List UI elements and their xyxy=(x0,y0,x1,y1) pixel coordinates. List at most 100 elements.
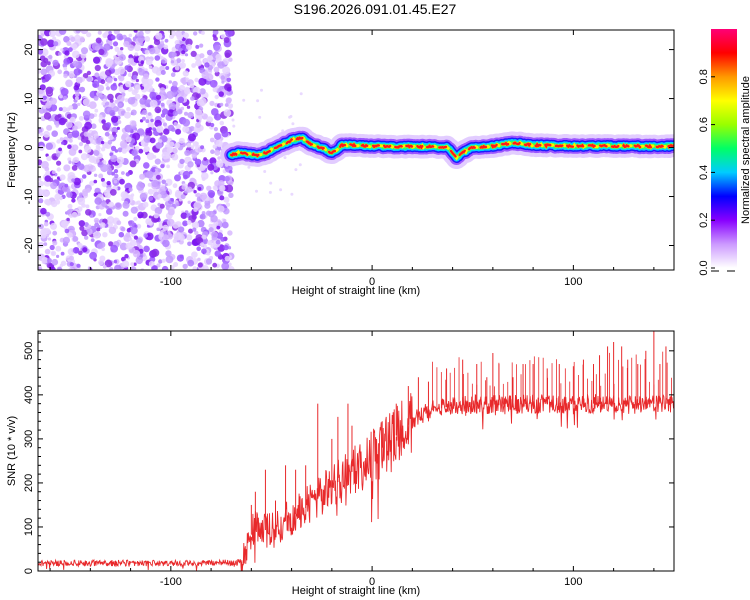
noise-dot xyxy=(185,38,193,46)
noise-dot xyxy=(58,52,62,56)
noise-dot xyxy=(114,264,122,270)
noise-dot xyxy=(172,80,178,87)
noise-dot xyxy=(56,254,60,258)
noise-dot xyxy=(216,232,223,239)
noise-dot xyxy=(148,260,155,267)
noise-dot xyxy=(114,99,119,104)
y-tick-label: -10 xyxy=(23,189,35,205)
noise-dot xyxy=(93,56,101,64)
noise-dot xyxy=(173,122,178,127)
noise-dot xyxy=(89,251,97,260)
noise-dot xyxy=(223,37,230,43)
noise-dot xyxy=(144,49,150,55)
noise-dot xyxy=(101,181,108,188)
noise-dot xyxy=(63,36,70,43)
noise-dot xyxy=(230,103,233,107)
noise-dot xyxy=(81,47,88,55)
noise-dot xyxy=(180,106,185,111)
noise-dot xyxy=(146,152,155,161)
noise-dot xyxy=(41,256,49,264)
noise-dot xyxy=(66,41,72,46)
noise-dot xyxy=(142,109,148,116)
noise-dot xyxy=(155,77,160,82)
noise-dot xyxy=(194,158,202,166)
snr-xlabel: Height of straight line (km) xyxy=(292,585,420,597)
noise-dot xyxy=(145,58,153,66)
noise-dot xyxy=(168,102,177,111)
noise-dot xyxy=(208,210,215,218)
noise-dot xyxy=(98,213,102,217)
noise-dot xyxy=(128,220,135,227)
noise-dot xyxy=(165,152,172,159)
noise-dot xyxy=(83,131,89,137)
noise-dot xyxy=(144,68,148,72)
noise-dot xyxy=(85,187,91,193)
noise-dot xyxy=(242,98,246,102)
noise-dot xyxy=(225,184,234,193)
noise-dot xyxy=(116,126,120,130)
noise-dot xyxy=(77,136,82,140)
noise-dot xyxy=(209,79,218,88)
noise-dot xyxy=(159,203,165,209)
noise-dot xyxy=(105,58,114,66)
noise-dot xyxy=(89,136,97,145)
noise-dot xyxy=(144,36,151,42)
noise-dot xyxy=(136,182,145,191)
noise-dot xyxy=(164,183,168,187)
noise-dot xyxy=(59,137,64,142)
noise-dot xyxy=(170,198,174,202)
noise-dot xyxy=(260,88,263,92)
noise-dot xyxy=(162,224,169,231)
snr-panel: -100 0 100 0 100 200 300 400 500 Height of strai… xyxy=(6,330,675,597)
noise-dot xyxy=(38,188,43,195)
noise-dot xyxy=(173,262,179,267)
noise-dot xyxy=(38,69,41,74)
noise-dot xyxy=(228,192,234,198)
noise-dot xyxy=(44,248,51,255)
noise-dot xyxy=(86,70,92,76)
noise-dot xyxy=(220,75,225,80)
noise-dot xyxy=(199,213,206,220)
noise-dot xyxy=(208,227,214,233)
noise-dot xyxy=(124,254,129,259)
noise-dot xyxy=(125,232,131,238)
noise-dot xyxy=(105,82,109,87)
noise-dot xyxy=(85,139,91,145)
snr-frame xyxy=(37,330,675,572)
noise-dot xyxy=(206,49,213,56)
noise-dot xyxy=(209,137,215,143)
noise-dot xyxy=(62,63,68,68)
noise-dot xyxy=(113,77,118,82)
noise-dot xyxy=(113,169,119,174)
noise-dot xyxy=(158,139,163,143)
noise-dot xyxy=(50,97,57,105)
noise-dot xyxy=(219,120,225,126)
noise-dot xyxy=(168,141,175,148)
noise-dot xyxy=(137,211,144,219)
noise-dot xyxy=(67,172,76,180)
noise-dot xyxy=(40,33,45,37)
noise-dot xyxy=(118,103,122,107)
noise-dot xyxy=(225,202,231,207)
noise-dot xyxy=(116,94,125,103)
noise-dot xyxy=(38,223,44,230)
noise-dot xyxy=(139,173,146,180)
noise-dot xyxy=(56,160,62,166)
noise-dot xyxy=(51,258,59,266)
noise-dot xyxy=(219,195,225,201)
noise-dot xyxy=(202,165,207,169)
noise-dot xyxy=(126,107,131,112)
noise-dot xyxy=(217,146,222,151)
noise-dot xyxy=(195,44,200,49)
noise-dot xyxy=(192,266,198,270)
noise-dot xyxy=(170,72,176,77)
noise-dot xyxy=(145,232,154,241)
y-tick-label: 400 xyxy=(23,386,35,404)
noise-dot xyxy=(130,266,137,270)
noise-dot xyxy=(78,142,84,147)
noise-dot xyxy=(64,50,70,56)
noise-dot xyxy=(41,161,49,169)
noise-dot xyxy=(75,76,83,84)
noise-dot xyxy=(120,226,126,232)
noise-dot xyxy=(94,108,99,113)
